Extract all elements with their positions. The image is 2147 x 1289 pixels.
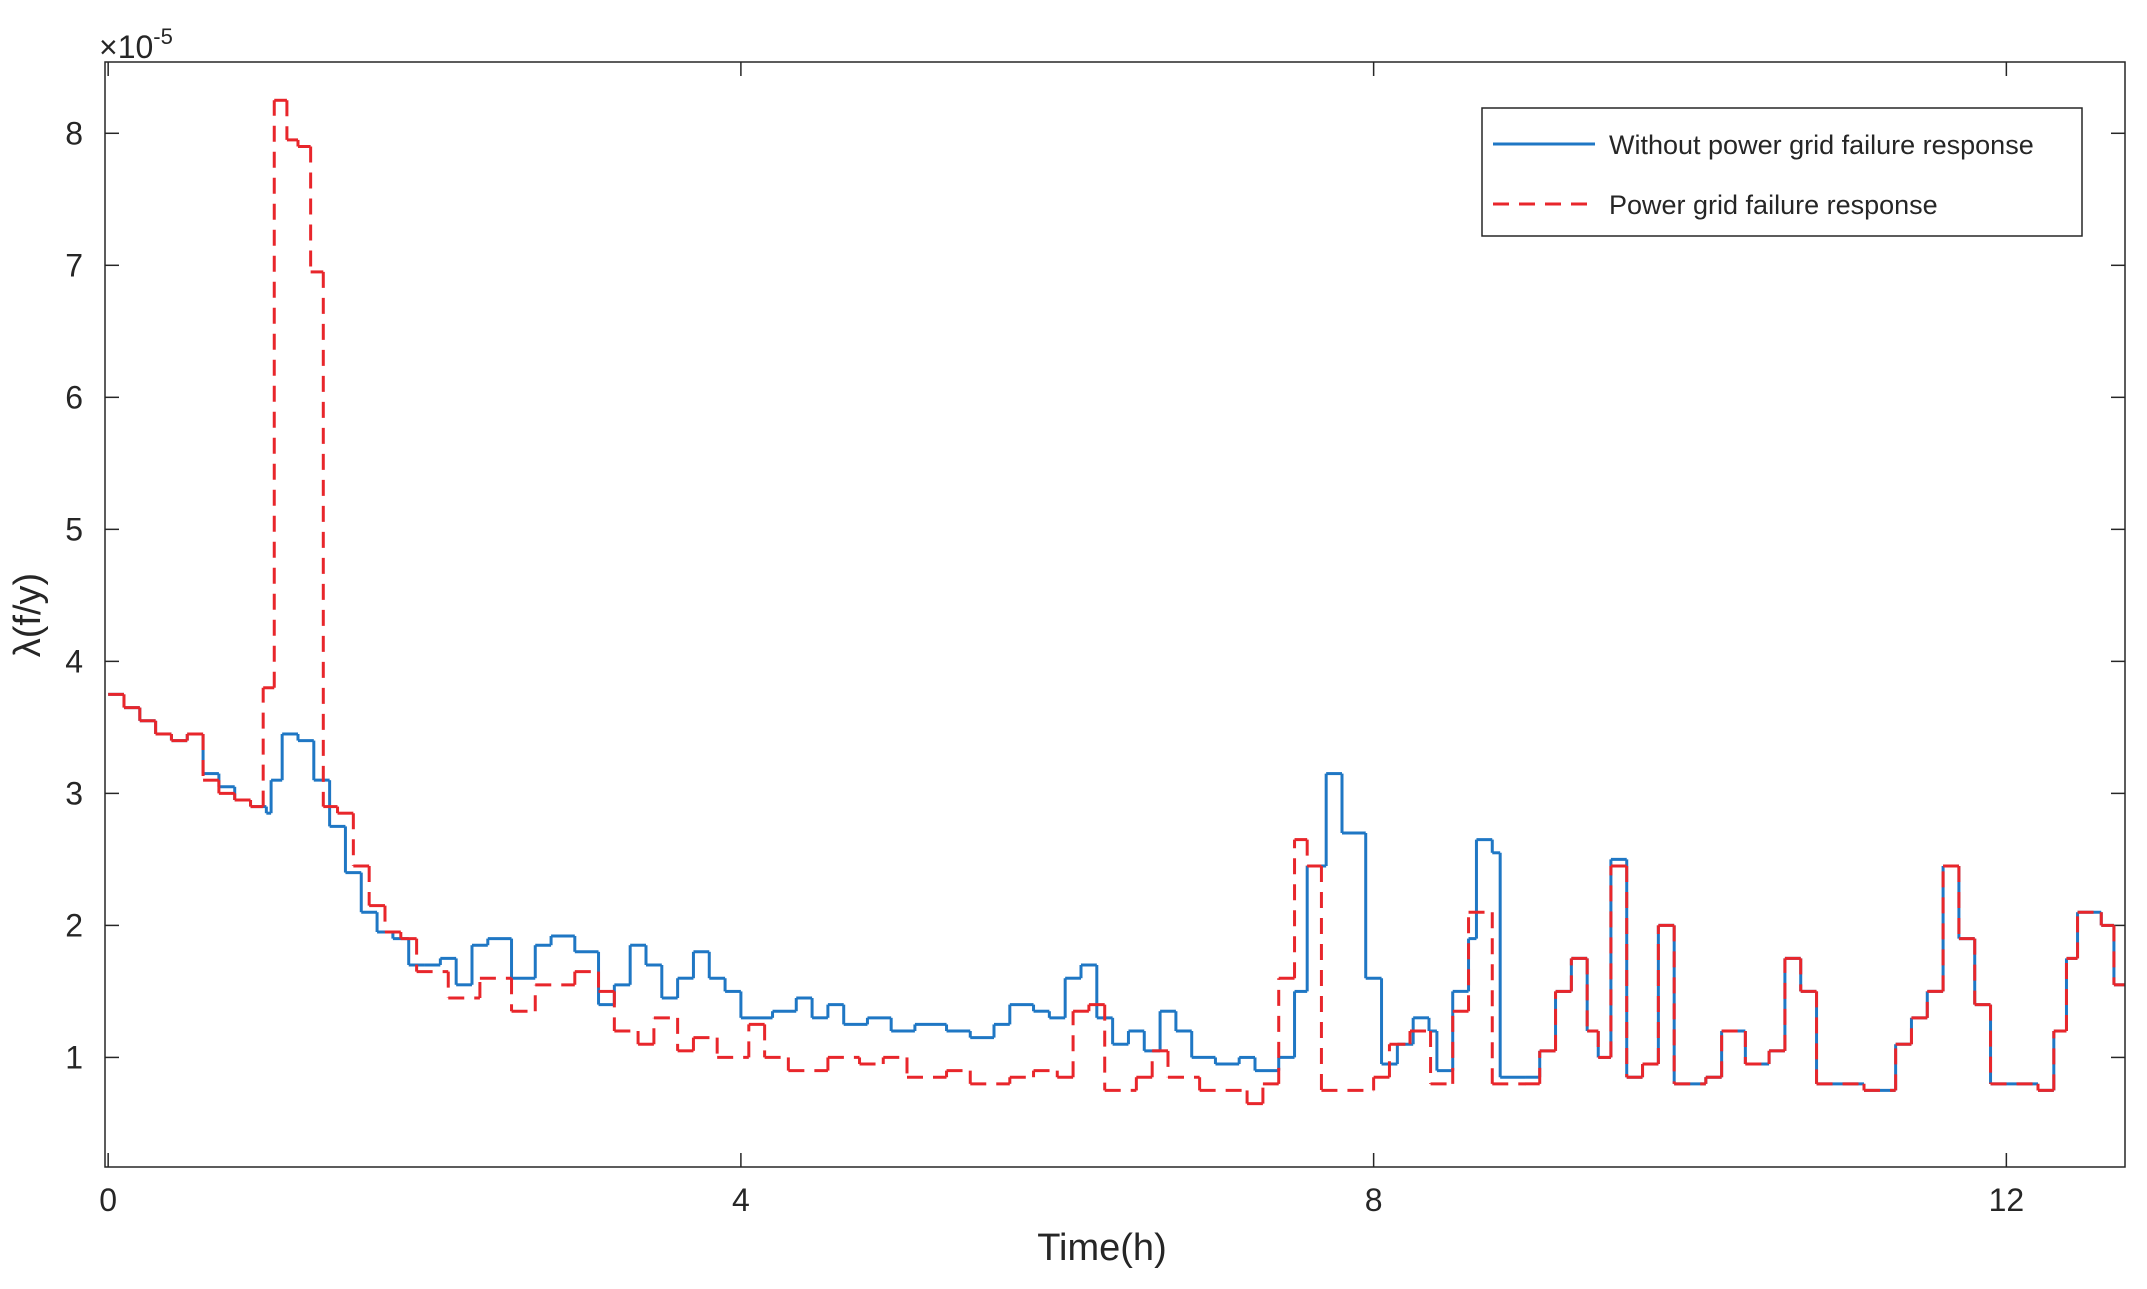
y-tick-label: 2 — [65, 907, 83, 943]
y-tick-label: 1 — [65, 1039, 83, 1075]
x-axis-label: Time(h) — [1037, 1227, 1166, 1269]
y-axis-label: λ(f/y) — [7, 573, 49, 657]
x-tick-label: 12 — [1989, 1182, 2025, 1218]
y-tick-label: 5 — [65, 511, 83, 547]
x-tick-label: 4 — [732, 1182, 750, 1218]
plot-frame — [104, 61, 2126, 1168]
x-tick-label: 8 — [1365, 1182, 1383, 1218]
y-multiplier: ×10-5 — [99, 24, 173, 65]
legend-label: Power grid failure response — [1609, 190, 1938, 220]
y-tick-label: 7 — [65, 247, 83, 283]
x-tick-label: 0 — [99, 1182, 117, 1218]
y-tick-label: 4 — [65, 643, 83, 679]
legend-box — [1481, 107, 2083, 237]
series — [108, 98, 2125, 1106]
y-tick-label: 6 — [65, 379, 83, 415]
legend-label: Without power grid failure response — [1609, 130, 2034, 160]
y-tick-label: 8 — [65, 115, 83, 151]
y-tick-label: 3 — [65, 775, 83, 811]
y-multiplier-base: ×10 — [99, 29, 153, 65]
y-multiplier-exponent: -5 — [153, 24, 173, 49]
